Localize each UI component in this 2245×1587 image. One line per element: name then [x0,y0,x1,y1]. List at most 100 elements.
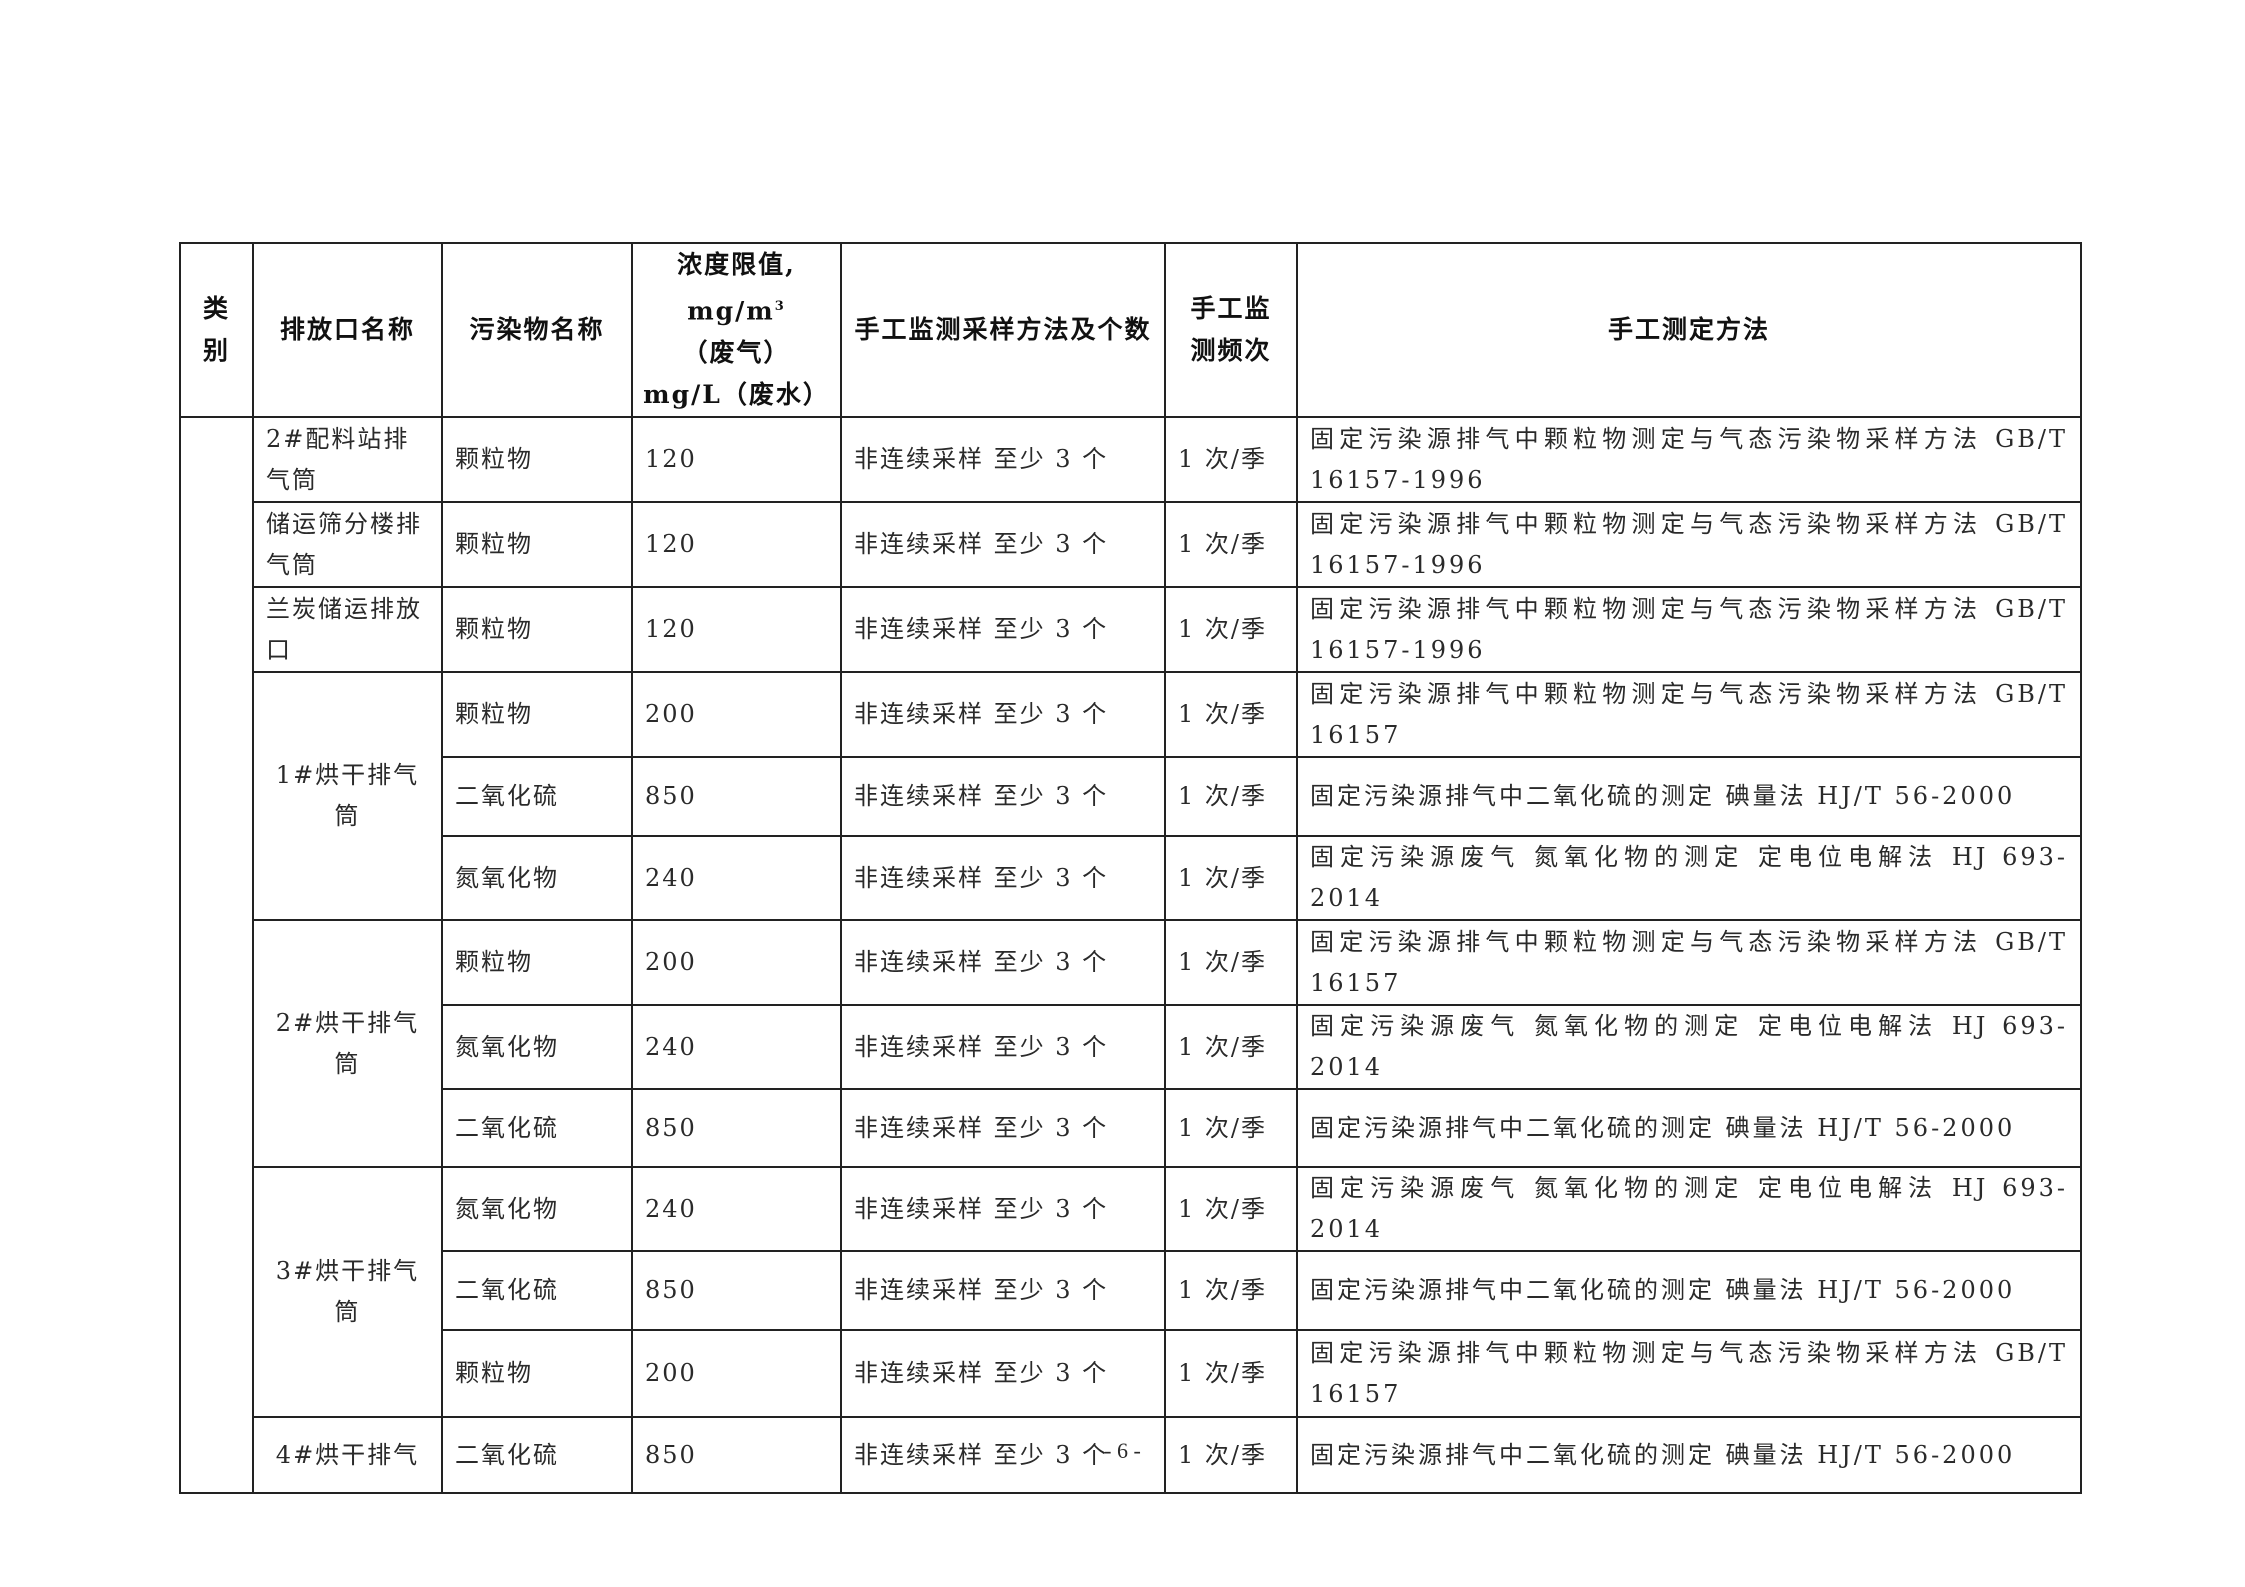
frequency-cell: 1 次/季 [1164,1416,1298,1495]
header-frequency: 手工监测频次 [1164,241,1298,419]
pollutant-cell: 二氧化硫 [441,1250,633,1332]
sampling-cell: 非连续采样 至少 3 个 [840,1088,1166,1169]
pollutant-cell: 氮氧化物 [441,835,633,922]
limit-cell: 240 [631,1004,842,1091]
sampling-cell: 非连续采样 至少 3 个 [840,1329,1166,1419]
frequency-cell: 1 次/季 [1164,416,1298,504]
header-outlet: 排放口名称 [252,241,443,419]
frequency-cell: 1 次/季 [1164,919,1298,1007]
page-number: - 6 - [1104,1438,1141,1463]
limit-cell: 120 [631,501,842,589]
sampling-cell: 非连续采样 至少 3 个 [840,756,1166,838]
sampling-cell: 非连续采样 至少 3 个 [840,1166,1166,1253]
frequency-cell: 1 次/季 [1164,1004,1298,1091]
limit-cell: 850 [631,1088,842,1169]
frequency-cell: 1 次/季 [1164,1166,1298,1253]
sampling-cell: 非连续采样 至少 3 个 [840,1250,1166,1332]
frequency-cell: 1 次/季 [1164,756,1298,838]
outlet-cell: 3#烘干排气筒 [252,1166,443,1419]
category-cell [179,416,254,1495]
method-cell: 固定污染源排气中颗粒物测定与气态污染物采样方法 GB/T 16157-1996 [1296,501,2082,589]
header-row: 类别 排放口名称 污染物名称 浓度限值, mg/m3（废气） mg/L（废水） … [179,241,2082,419]
header-limit-line1: 浓度限值, [677,250,796,279]
monitoring-table: 类别 排放口名称 污染物名称 浓度限值, mg/m3（废气） mg/L（废水） … [179,241,2082,1495]
header-pollutant: 污染物名称 [441,241,633,419]
frequency-cell: 1 次/季 [1164,586,1298,674]
limit-cell: 200 [631,1329,842,1419]
sampling-cell: 非连续采样 至少 3 个 [840,586,1166,674]
limit-cell: 850 [631,1250,842,1332]
sampling-cell: 非连续采样 至少 3 个 [840,671,1166,759]
pollutant-cell: 二氧化硫 [441,1416,633,1495]
method-cell: 固定污染源废气 氮氧化物的测定 定电位电解法 HJ 693-2014 [1296,1166,2082,1253]
frequency-cell: 1 次/季 [1164,835,1298,922]
method-cell: 固定污染源废气 氮氧化物的测定 定电位电解法 HJ 693-2014 [1296,835,2082,922]
frequency-cell: 1 次/季 [1164,1329,1298,1419]
pollutant-cell: 二氧化硫 [441,1088,633,1169]
header-limit-line2: mg/m3 （废气） [639,286,834,374]
unit-superscript: 3 [774,299,786,314]
outlet-cell: 2#配料站排气筒 [252,416,443,504]
limit-cell: 240 [631,1166,842,1253]
outlet-cell: 2#烘干排气筒 [252,919,443,1169]
pollutant-cell: 颗粒物 [441,586,633,674]
frequency-cell: 1 次/季 [1164,1250,1298,1332]
sampling-cell: 非连续采样 至少 3 个 [840,835,1166,922]
limit-cell: 850 [631,756,842,838]
sampling-cell: 非连续采样 至少 3 个 [840,416,1166,504]
method-cell: 固定污染源排气中二氧化硫的测定 碘量法 HJ/T 56-2000 [1296,1088,2082,1169]
limit-cell: 200 [631,671,842,759]
frequency-cell: 1 次/季 [1164,501,1298,589]
method-cell: 固定污染源排气中颗粒物测定与气态污染物采样方法 GB/T 16157 [1296,671,2082,759]
outlet-cell: 4#烘干排气 [252,1416,443,1495]
pollutant-cell: 氮氧化物 [441,1004,633,1091]
pollutant-cell: 颗粒物 [441,671,633,759]
frequency-cell: 1 次/季 [1164,671,1298,759]
limit-cell: 200 [631,919,842,1007]
pollutant-cell: 二氧化硫 [441,756,633,838]
pollutant-cell: 颗粒物 [441,501,633,589]
pollutant-cell: 颗粒物 [441,1329,633,1419]
pollutant-cell: 颗粒物 [441,919,633,1007]
pollutant-cell: 氮氧化物 [441,1166,633,1253]
header-sampling: 手工监测采样方法及个数 [840,241,1166,419]
sampling-cell: 非连续采样 至少 3 个 [840,1004,1166,1091]
header-category: 类别 [179,241,254,419]
method-cell: 固定污染源废气 氮氧化物的测定 定电位电解法 HJ 693-2014 [1296,1004,2082,1091]
header-method: 手工测定方法 [1296,241,2082,419]
outlet-cell: 1#烘干排气筒 [252,671,443,922]
method-cell: 固定污染源排气中颗粒物测定与气态污染物采样方法 GB/T 16157-1996 [1296,586,2082,674]
unit-gas-label: （废气） [682,338,791,368]
sampling-cell: 非连续采样 至少 3 个 [840,501,1166,589]
limit-cell: 850 [631,1416,842,1495]
method-cell: 固定污染源排气中二氧化硫的测定 碘量法 HJ/T 56-2000 [1296,756,2082,838]
limit-cell: 240 [631,835,842,922]
pollutant-cell: 颗粒物 [441,416,633,504]
method-cell: 固定污染源排气中颗粒物测定与气态污染物采样方法 GB/T 16157-1996 [1296,416,2082,504]
unit-gas: mg/m [687,296,775,326]
header-limit-line3: mg/L（废水） [643,380,830,410]
method-cell: 固定污染源排气中二氧化硫的测定 碘量法 HJ/T 56-2000 [1296,1416,2082,1495]
frequency-cell: 1 次/季 [1164,1088,1298,1169]
method-cell: 固定污染源排气中颗粒物测定与气态污染物采样方法 GB/T 16157 [1296,919,2082,1007]
method-cell: 固定污染源排气中二氧化硫的测定 碘量法 HJ/T 56-2000 [1296,1250,2082,1332]
limit-cell: 120 [631,586,842,674]
limit-cell: 120 [631,416,842,504]
outlet-cell: 兰炭储运排放口 [252,586,443,674]
header-limit: 浓度限值, mg/m3 （废气） mg/L（废水） [631,241,842,419]
sampling-cell: 非连续采样 至少 3 个 [840,919,1166,1007]
